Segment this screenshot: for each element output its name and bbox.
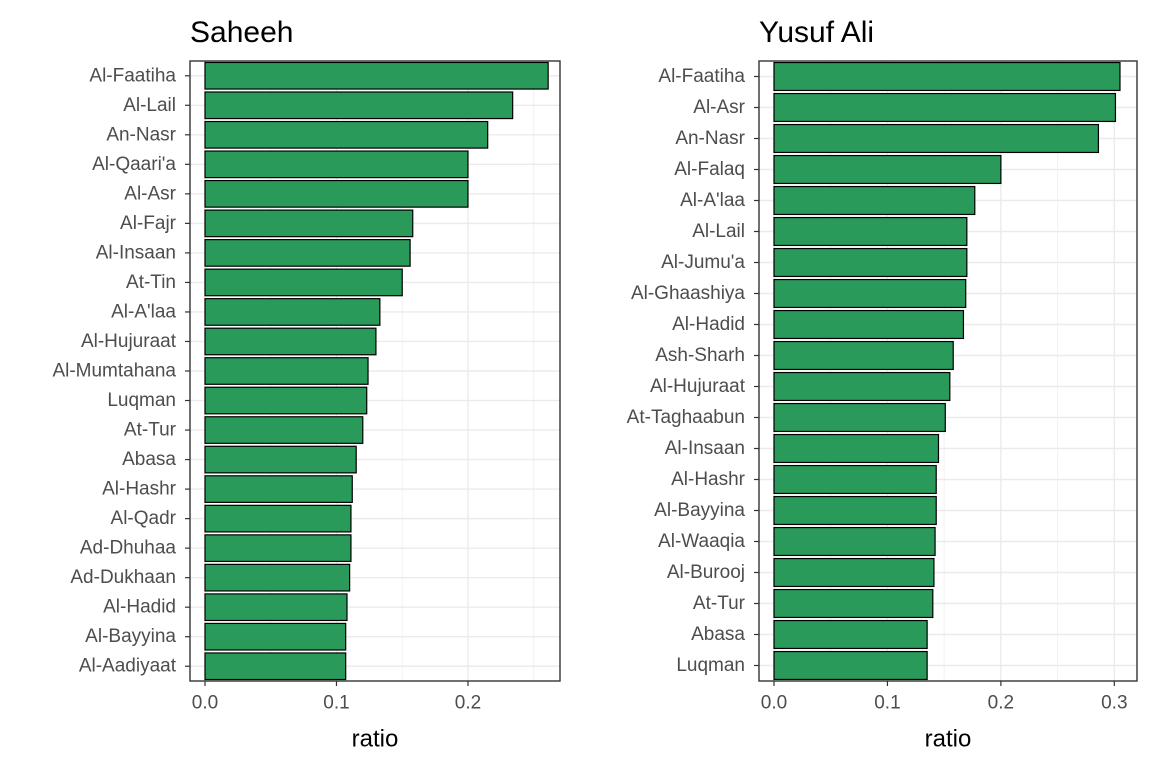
panel-2-y-tick-label: Al-Ghaashiya	[631, 283, 745, 304]
panel-2-bar	[773, 340, 954, 371]
panel-1-bar	[204, 61, 549, 90]
panel-2-y-tick-label: Al-Hadid	[672, 314, 745, 335]
panel-1-y-tick-label: Al-Hujuraat	[81, 331, 177, 352]
panel-2-x-tick-label: 0.0	[761, 693, 787, 714]
panel-1-y-tick-label: Al-Asr	[124, 183, 176, 204]
panel-2-bar	[773, 433, 940, 464]
panel-2-bar	[773, 61, 1121, 92]
panel-2-x-tick-label: 0.3	[1101, 693, 1127, 714]
panel-1-bar	[204, 150, 469, 179]
panel-1-y-tick-label: Al-Qaari'a	[92, 154, 176, 175]
panel-1-y-tick-label: Al-Hadid	[103, 597, 176, 618]
panel-1-y-tick-label: Al-Bayyina	[85, 626, 176, 647]
panel-1-y-tick-label: Ad-Dhuhaa	[80, 538, 177, 559]
panel-2-y-tick-label: Al-A'laa	[680, 190, 745, 211]
panel-1-y-tick-label: Ad-Dukhaan	[70, 567, 176, 588]
panel-1-bar	[204, 563, 351, 592]
panel-2-y-tick-label: Al-Falaq	[674, 159, 745, 180]
panel-1-y-tick-label: Al-Lail	[123, 95, 176, 116]
panel-2-bar	[773, 309, 965, 340]
panel-2-y-tick-label: Al-Burooj	[667, 562, 745, 583]
panel-1-bar	[204, 268, 403, 297]
panel-2-panel-border	[758, 60, 1138, 682]
panel-1-bar	[204, 239, 411, 267]
panel-2-y-tick-label: Al-Bayyina	[654, 500, 745, 521]
panel-1-bar	[204, 475, 353, 503]
panel-2-y-tick-label: Al-Lail	[692, 221, 745, 242]
panel-2-bar	[773, 154, 1002, 185]
panel-1-y-tick-label: At-Tur	[124, 420, 177, 441]
panel-1-bar	[204, 179, 469, 208]
panel-1-x-tick-label: 0.0	[192, 693, 218, 714]
panel-2-title: Yusuf Ali	[759, 16, 874, 49]
panel-2-bar	[773, 92, 1117, 123]
panel-1-y-tick-label: Al-Insaan	[96, 242, 176, 263]
panel-2-bar	[773, 619, 928, 650]
panel-2-bar	[773, 402, 946, 433]
panel-2-group: Al-Faatiha Al-Asr An-Nasr Al-Falaq Al-A'laa A…	[627, 16, 1138, 753]
panel-2-bar	[773, 278, 967, 309]
panel-1-y-tick-label: Al-Hashr	[102, 479, 177, 500]
panel-1-bar	[204, 445, 357, 474]
panel-1-bar	[204, 504, 352, 533]
panel-1-bar	[204, 622, 347, 651]
panel-1-group: Al-Faatiha Al-Lail An-Nasr Al-Qaari'a Al-Asr…	[52, 16, 561, 753]
panel-2-y-tick-label: At-Taghaabun	[627, 407, 745, 428]
panel-1-bar	[204, 652, 347, 681]
panel-1-y-tick-label: Al-A'laa	[111, 301, 176, 322]
panel-1-y-tick-label: Al-Qadr	[111, 508, 177, 529]
panel-2-bar	[773, 185, 976, 216]
panel-2-bar	[773, 216, 968, 247]
panel-2-y-tick-label: Al-Insaan	[665, 438, 745, 459]
panel-2-y-tick-label: Al-Jumu'a	[661, 252, 745, 273]
panel-1-bar	[204, 209, 414, 238]
panel-2-y-tick-label: Al-Faatiha	[658, 66, 745, 87]
panel-1-bar	[204, 386, 368, 415]
panel-2-bar	[773, 247, 968, 278]
panel-2-bar	[773, 123, 1100, 154]
panel-2-y-tick-label: Al-Hashr	[671, 469, 746, 490]
panel-1-y-tick-label: An-Nasr	[106, 124, 176, 145]
panel-2-x-axis-title: ratio	[925, 726, 972, 753]
panel-2-bar	[773, 588, 934, 619]
panel-2-y-tick-label: Al-Hujuraat	[650, 376, 746, 397]
panel-2-bar	[773, 371, 951, 402]
panel-2-bar	[773, 526, 936, 557]
panel-1-bar	[204, 416, 364, 444]
panel-2-y-tick-label: Ash-Sharh	[655, 345, 745, 366]
panel-1-bar	[204, 327, 377, 356]
panel-1-bar	[204, 357, 369, 385]
panel-1-bar	[204, 120, 489, 149]
panel-2-bar	[773, 557, 935, 588]
panel-1-title: Saheeh	[190, 16, 293, 49]
panel-2-y-tick-label: Al-Asr	[693, 97, 745, 118]
panel-2-bar	[773, 650, 928, 681]
panel-2-bar	[773, 495, 937, 526]
panel-1-y-tick-label: Al-Mumtahana	[52, 361, 176, 382]
panel-1-x-axis-title: ratio	[352, 726, 399, 753]
panel-2-x-tick-label: 0.1	[874, 693, 900, 714]
panel-1-y-tick-label: Al-Faatiha	[89, 65, 176, 86]
panel-2-x-tick-label: 0.2	[988, 693, 1014, 714]
panel-2-y-tick-label: An-Nasr	[675, 128, 745, 149]
panel-2-y-tick-label: Al-Waaqia	[658, 531, 745, 552]
panel-1-y-tick-label: Al-Fajr	[120, 213, 177, 234]
panel-2-bar	[773, 464, 937, 495]
panel-2-y-tick-label: At-Tur	[693, 593, 746, 614]
panel-1-x-tick-label: 0.1	[323, 693, 349, 714]
panel-1-y-tick-label: At-Tin	[126, 272, 176, 293]
panel-1-bar	[204, 534, 352, 563]
panel-1-bar	[204, 593, 348, 622]
panel-1-bar	[204, 298, 381, 326]
panel-1-bar	[204, 91, 514, 120]
panel-1-y-tick-label: Abasa	[122, 449, 176, 470]
panel-1-y-tick-label: Luqman	[107, 390, 176, 411]
panel-1-y-tick-label: Al-Aadiyaat	[79, 656, 177, 677]
panel-1-x-tick-label: 0.2	[455, 693, 481, 714]
panel-2-y-tick-label: Luqman	[676, 655, 745, 676]
panel-2-plot-background	[759, 61, 1137, 681]
panel-2-y-tick-label: Abasa	[691, 624, 745, 645]
